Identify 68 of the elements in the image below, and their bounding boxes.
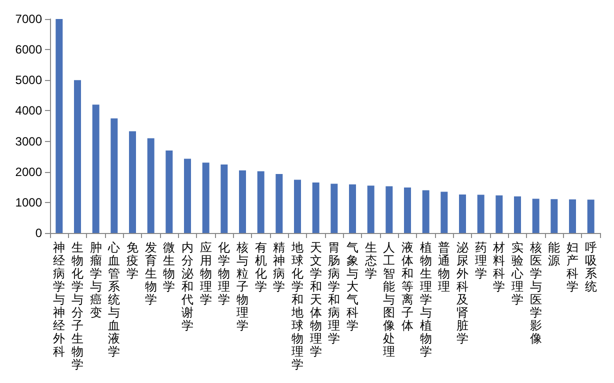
bar [587, 200, 594, 233]
bar [367, 186, 374, 233]
category-label: 地球化学和地球物理学 [292, 240, 304, 372]
x-tick-label: 内分泌和代谢学 [180, 240, 194, 332]
x-tick-label: 能源 [548, 240, 560, 268]
bar [550, 199, 558, 233]
x-tick-label: 精神病学 [273, 240, 286, 294]
bar [330, 184, 338, 233]
x-tick-label: 妇产科学 [566, 240, 578, 294]
bar [349, 184, 356, 233]
x-tick-label: 肿瘤学与癌变 [90, 240, 102, 320]
x-tick-label: 应用物理学 [200, 240, 212, 306]
x-tick-label: 化学物理学 [218, 240, 230, 306]
bar [74, 80, 81, 233]
x-tick-label: 呼吸系统 [584, 240, 597, 294]
x-tick-label: 胃肠病学和病理学 [328, 240, 340, 346]
bar [496, 195, 503, 233]
category-label: 天文学和天体物理学 [310, 240, 322, 358]
x-tick-label: 泌尿外科及肾脏学 [456, 240, 468, 346]
x-tick-label: 发育生物学 [144, 240, 157, 306]
x-tick-label: 实验心理学 [510, 240, 524, 306]
bar [477, 194, 484, 233]
bar [220, 164, 228, 233]
y-tick-label: 4000 [15, 104, 42, 118]
x-tick-label: 免疫学 [126, 240, 138, 280]
x-tick-label: 微生物学 [163, 240, 176, 294]
x-tick-label: 核医学与医学影像 [528, 240, 542, 346]
bar [440, 192, 448, 233]
bar [184, 158, 191, 233]
bar [422, 190, 430, 233]
x-tick-label: 液体和等离子体 [402, 240, 414, 332]
bar [569, 199, 576, 233]
bar [404, 187, 411, 233]
bar [312, 182, 320, 233]
bar [202, 162, 210, 233]
category-label: 神经病学与神经外科 [53, 240, 66, 358]
category-label: 植物生理学与植物学 [420, 240, 432, 358]
bar [459, 194, 466, 233]
bar [92, 104, 100, 233]
y-tick-label: 2000 [15, 164, 42, 179]
bar [386, 186, 393, 233]
bar [129, 131, 136, 233]
y-tick-label: 6000 [15, 42, 42, 57]
x-tick-label: 材料科学 [492, 240, 506, 294]
category-label: 心血管系统与血液学 [108, 240, 120, 358]
bar [110, 118, 118, 233]
bar [239, 170, 246, 233]
bar [56, 19, 63, 233]
bar [166, 150, 173, 233]
bar [532, 198, 540, 233]
x-tick-label: 核与粒子物理学 [236, 240, 248, 332]
y-tick-label: 1000 [15, 195, 42, 210]
x-tick-label: 生态学 [364, 240, 377, 280]
category-label: 生物化学与分子生物学 [72, 240, 84, 372]
x-tick-label: 有机化学 [254, 240, 267, 294]
y-tick-label: 0 [35, 226, 42, 240]
x-tick-label: 普通物理 [438, 240, 450, 294]
bar [257, 171, 264, 233]
category-label: 人工智能与图像处理 [383, 240, 396, 358]
bar [276, 174, 283, 233]
bar [294, 180, 301, 233]
bar [514, 196, 521, 233]
bar [147, 138, 154, 233]
x-tick-label: 气象与大气科学 [346, 240, 358, 332]
y-tick-label: 7000 [15, 12, 42, 26]
y-tick-label: 5000 [15, 73, 42, 88]
x-tick-label: 药理学 [474, 240, 487, 280]
y-tick-label: 3000 [15, 134, 42, 148]
